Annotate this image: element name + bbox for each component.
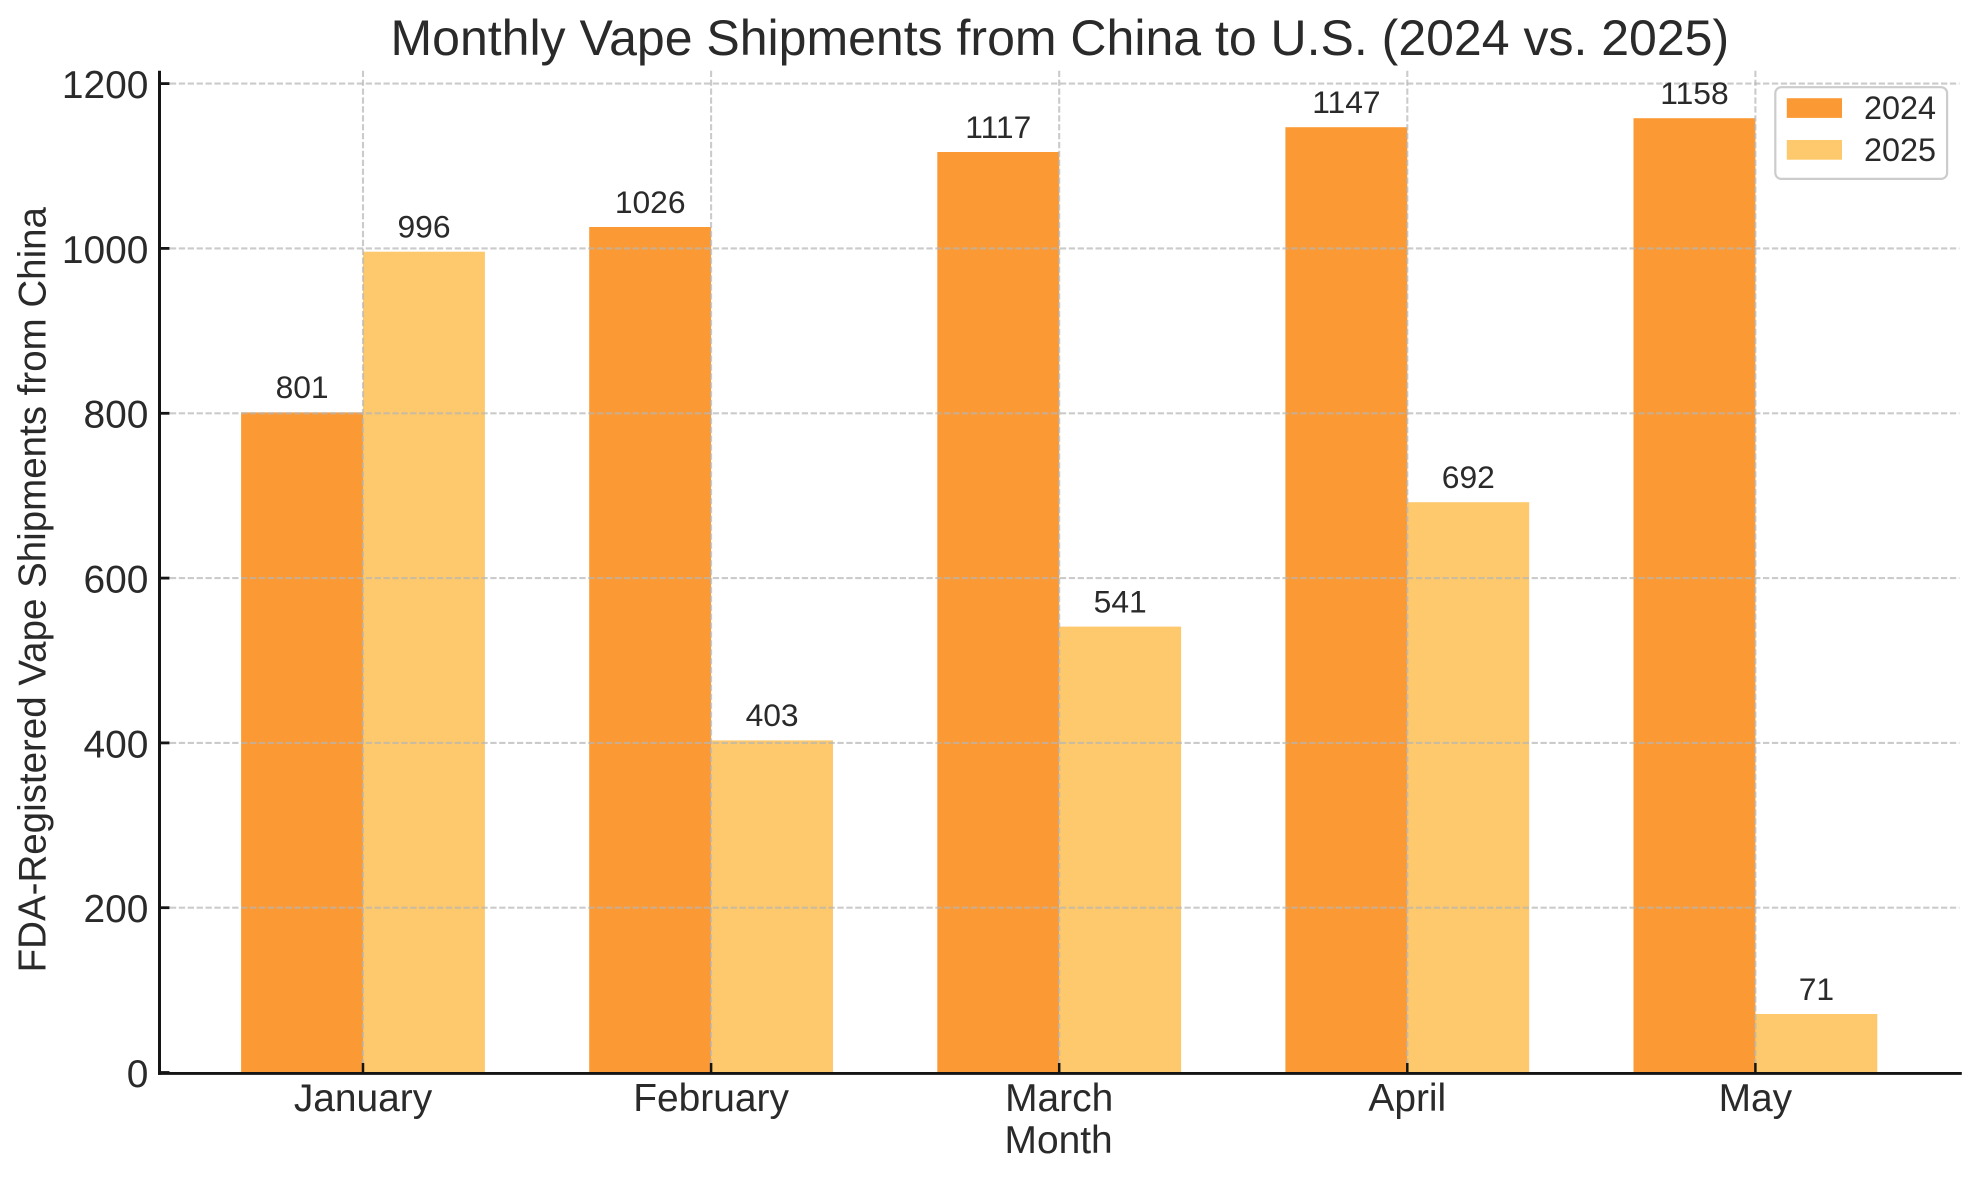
- svg-text:0: 0: [127, 1053, 149, 1096]
- svg-text:2025: 2025: [1864, 132, 1936, 168]
- svg-text:1158: 1158: [1660, 75, 1728, 111]
- svg-text:71: 71: [1799, 971, 1834, 1007]
- svg-text:1117: 1117: [965, 109, 1031, 145]
- svg-text:801: 801: [276, 369, 329, 405]
- svg-text:April: April: [1368, 1077, 1446, 1120]
- svg-text:692: 692: [1442, 459, 1495, 495]
- svg-text:400: 400: [84, 723, 149, 766]
- svg-text:1200: 1200: [62, 64, 149, 107]
- svg-text:February: February: [633, 1077, 789, 1120]
- svg-text:200: 200: [84, 888, 149, 931]
- svg-text:FDA-Registered Vape Shipments: FDA-Registered Vape Shipments from China: [12, 206, 55, 972]
- svg-text:Monthly Vape Shipments from Ch: Monthly Vape Shipments from China to U.S…: [390, 10, 1729, 66]
- svg-text:403: 403: [746, 697, 799, 733]
- svg-text:March: March: [1005, 1077, 1113, 1120]
- svg-text:Month: Month: [1005, 1119, 1113, 1162]
- svg-text:1000: 1000: [62, 229, 149, 272]
- svg-text:600: 600: [84, 559, 149, 602]
- svg-text:January: January: [294, 1077, 433, 1120]
- svg-text:996: 996: [397, 209, 450, 245]
- svg-text:1147: 1147: [1312, 84, 1380, 120]
- svg-text:May: May: [1719, 1077, 1793, 1120]
- svg-text:1026: 1026: [615, 184, 686, 220]
- svg-text:800: 800: [84, 394, 149, 437]
- svg-text:2024: 2024: [1864, 90, 1936, 126]
- svg-text:541: 541: [1094, 583, 1147, 619]
